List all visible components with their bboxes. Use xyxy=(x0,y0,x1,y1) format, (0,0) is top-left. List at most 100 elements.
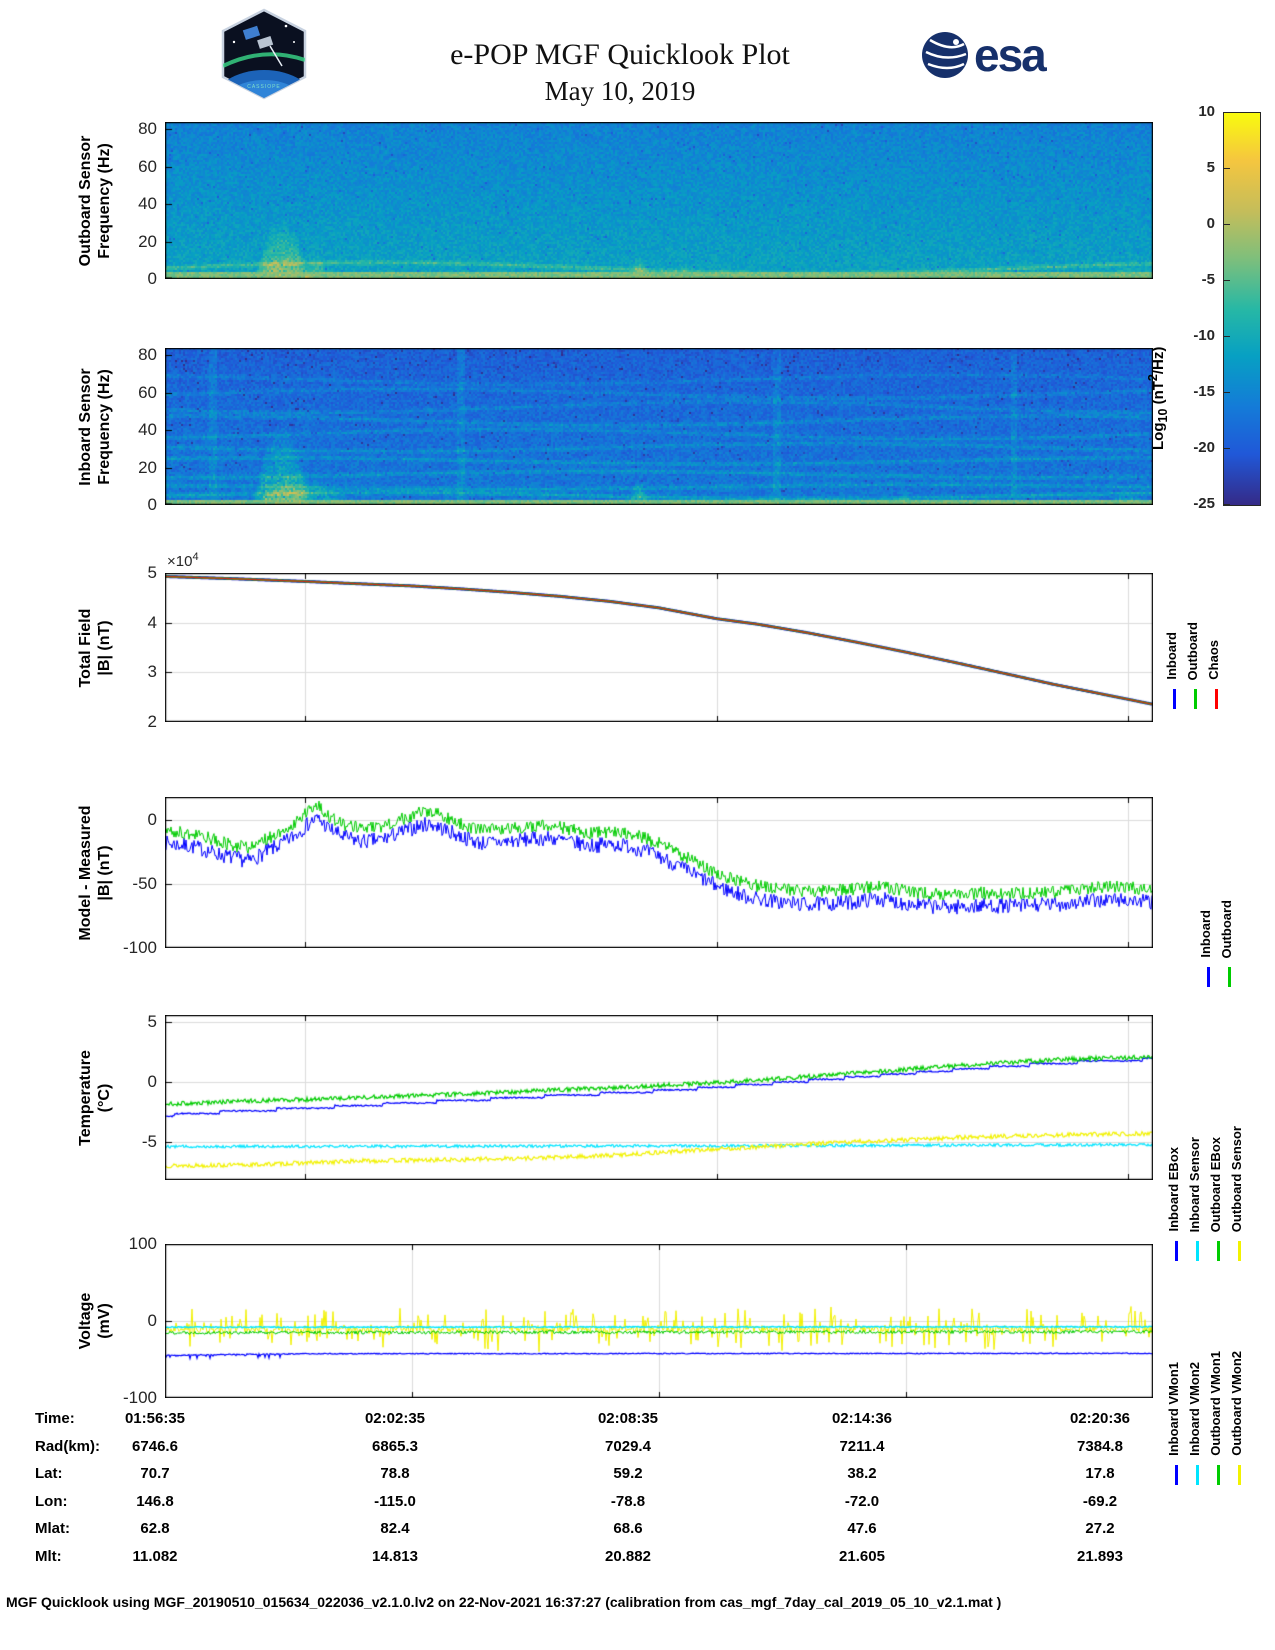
ephem-value: 70.7 xyxy=(140,1465,170,1482)
ephem-value: -115.0 xyxy=(374,1492,416,1510)
footer-note: MGF Quicklook using MGF_20190510_015634_… xyxy=(6,1594,1002,1610)
legend-swatch-cell xyxy=(1187,1465,1208,1485)
legend-label: Chaos xyxy=(1206,640,1221,680)
ephem-value: -78.8 xyxy=(610,1492,646,1510)
inboard-spectrogram-ytick: 0 xyxy=(147,495,157,514)
ephem-row-label: Rad(km): xyxy=(35,1437,101,1455)
cassiope-mission-patch: CASSIOPE xyxy=(220,8,308,100)
legend-labels: Inboard EBox Inboard Sensor Outboard EBox O… xyxy=(1166,1022,1250,1232)
legend-label: Inboard xyxy=(1164,632,1179,680)
temperature-ytick: 5 xyxy=(147,1012,157,1032)
total-field-ytick: 4 xyxy=(147,612,157,632)
voltage-ytick: 100 xyxy=(128,1234,157,1253)
ephem-value: 146.8 xyxy=(136,1492,174,1510)
ephem-value: 17.8 xyxy=(1085,1465,1115,1482)
total-field-legend: Inboard Outboard Chaos xyxy=(1164,568,1227,709)
colorbar-tick-mark xyxy=(1224,168,1230,169)
legend-swatch xyxy=(1196,1465,1199,1485)
ephem-value: 11.082 xyxy=(132,1547,178,1565)
ephem-value: 02:02:35 xyxy=(364,1410,426,1427)
ephem-value: 7384.8 xyxy=(1077,1437,1123,1455)
legend-swatches xyxy=(1166,1241,1250,1261)
colorbar-tick-mark xyxy=(1224,504,1230,505)
colorbar-tick-label: -25 xyxy=(1193,495,1215,512)
temperature-ytick: -5 xyxy=(141,1131,157,1151)
legend-swatch xyxy=(1238,1465,1241,1485)
voltage-canvas xyxy=(165,1244,1153,1398)
colorbar-tick-label: 5 xyxy=(1206,159,1215,176)
ephem-row-label: Time: xyxy=(35,1410,75,1427)
temperature-legend: Inboard EBox Inboard Sensor Outboard EBox O… xyxy=(1166,1022,1250,1261)
total-field-ytick: 3 xyxy=(147,662,157,682)
colorbar-tick-label: 0 xyxy=(1206,215,1215,232)
colorbar-tick-label: 10 xyxy=(1198,103,1215,120)
outboard-spectrogram-ytick: 60 xyxy=(138,156,157,176)
legend-labels: Inboard VMon1 Inboard VMon2 Outboard VMon1… xyxy=(1166,1248,1250,1456)
colorbar-tick-mark xyxy=(1224,392,1230,393)
ephem-value: 20.882 xyxy=(605,1547,651,1565)
esa-globe-icon xyxy=(922,32,968,78)
ephem-value: 01:56:35 xyxy=(124,1410,186,1427)
colorbar-tick-label: -5 xyxy=(1201,271,1215,288)
inboard-spectrogram-ytick: 40 xyxy=(138,420,157,440)
temperature-canvas xyxy=(165,1015,1153,1180)
legend-labels: Inboard Outboard xyxy=(1198,848,1240,959)
legend-swatch xyxy=(1194,689,1197,709)
legend-swatch-cell xyxy=(1185,689,1206,709)
legend-swatch xyxy=(1215,689,1218,709)
legend-swatch-cell xyxy=(1208,1465,1229,1485)
legend-swatch-cell xyxy=(1198,967,1219,987)
inboard-spectrogram-ytick: 80 xyxy=(138,345,157,365)
ephem-value: 78.8 xyxy=(380,1465,410,1482)
ephem-row-label: Lat: xyxy=(35,1465,63,1482)
model-minus-measured-legend: Inboard Outboard xyxy=(1198,848,1240,987)
colorbar-tick-mark xyxy=(1224,112,1230,113)
model-minus-measured-ytick: -50 xyxy=(132,874,157,894)
ephem-value: 21.893 xyxy=(1077,1547,1123,1565)
ephem-value: 7029.4 xyxy=(605,1437,651,1455)
legend-swatch xyxy=(1217,1241,1220,1261)
outboard-spectrogram-ytick: 20 xyxy=(138,231,157,251)
ephem-value: 47.6 xyxy=(847,1520,877,1537)
legend-label: Outboard EBox xyxy=(1208,1136,1223,1232)
legend-label: Outboard VMon2 xyxy=(1229,1351,1244,1456)
figure-title: e-POP MGF Quicklook Plot xyxy=(450,38,790,71)
ephem-value: 6746.6 xyxy=(132,1437,178,1455)
legend-label: Outboard xyxy=(1185,621,1200,681)
total-field-ytick: 5 xyxy=(147,563,157,582)
ephem-value: 6865.3 xyxy=(372,1437,418,1455)
ephem-value: 02:20:36 xyxy=(1069,1410,1131,1427)
colorbar-tick-label: -20 xyxy=(1193,439,1215,456)
ephem-value: -69.2 xyxy=(1082,1492,1118,1510)
inboard-spectrogram-ytick: 20 xyxy=(138,457,157,477)
ephem-value: 59.2 xyxy=(613,1465,643,1482)
legend-swatch xyxy=(1175,1465,1178,1485)
outboard-spectrogram-ytick: 80 xyxy=(138,119,157,139)
legend-swatch xyxy=(1217,1465,1220,1485)
inboard-spectrogram-ytick: 60 xyxy=(138,382,157,402)
legend-swatch-cell xyxy=(1187,1241,1208,1261)
legend-label: Inboard Sensor xyxy=(1187,1136,1202,1232)
legend-swatch xyxy=(1175,1241,1178,1261)
legend-swatch-cell xyxy=(1219,967,1240,987)
legend-swatch xyxy=(1173,689,1176,709)
outboard-spectrogram-canvas xyxy=(165,122,1153,279)
ephem-value: 82.4 xyxy=(380,1520,410,1537)
ephem-row-label: Mlt: xyxy=(35,1547,62,1565)
ephem-value: -72.0 xyxy=(844,1492,880,1510)
ephem-value: 68.6 xyxy=(613,1520,643,1537)
esa-wordmark: esa xyxy=(974,29,1047,81)
legend-swatch-cell xyxy=(1229,1241,1250,1261)
ephem-value: 7211.4 xyxy=(839,1437,885,1455)
model-minus-measured-canvas xyxy=(165,797,1153,948)
legend-label: Outboard VMon1 xyxy=(1208,1351,1223,1456)
legend-labels: Inboard Outboard Chaos xyxy=(1164,568,1227,681)
total-field-ytick: 2 xyxy=(147,712,157,731)
legend-swatch-cell xyxy=(1166,1241,1187,1261)
voltage-legend: Inboard VMon1 Inboard VMon2 Outboard VMon1… xyxy=(1166,1248,1250,1485)
legend-swatch-cell xyxy=(1164,689,1185,709)
colorbar-tick-mark xyxy=(1224,280,1230,281)
colorbar-gradient xyxy=(1223,112,1261,506)
model-minus-measured-ytick: 0 xyxy=(147,810,157,830)
